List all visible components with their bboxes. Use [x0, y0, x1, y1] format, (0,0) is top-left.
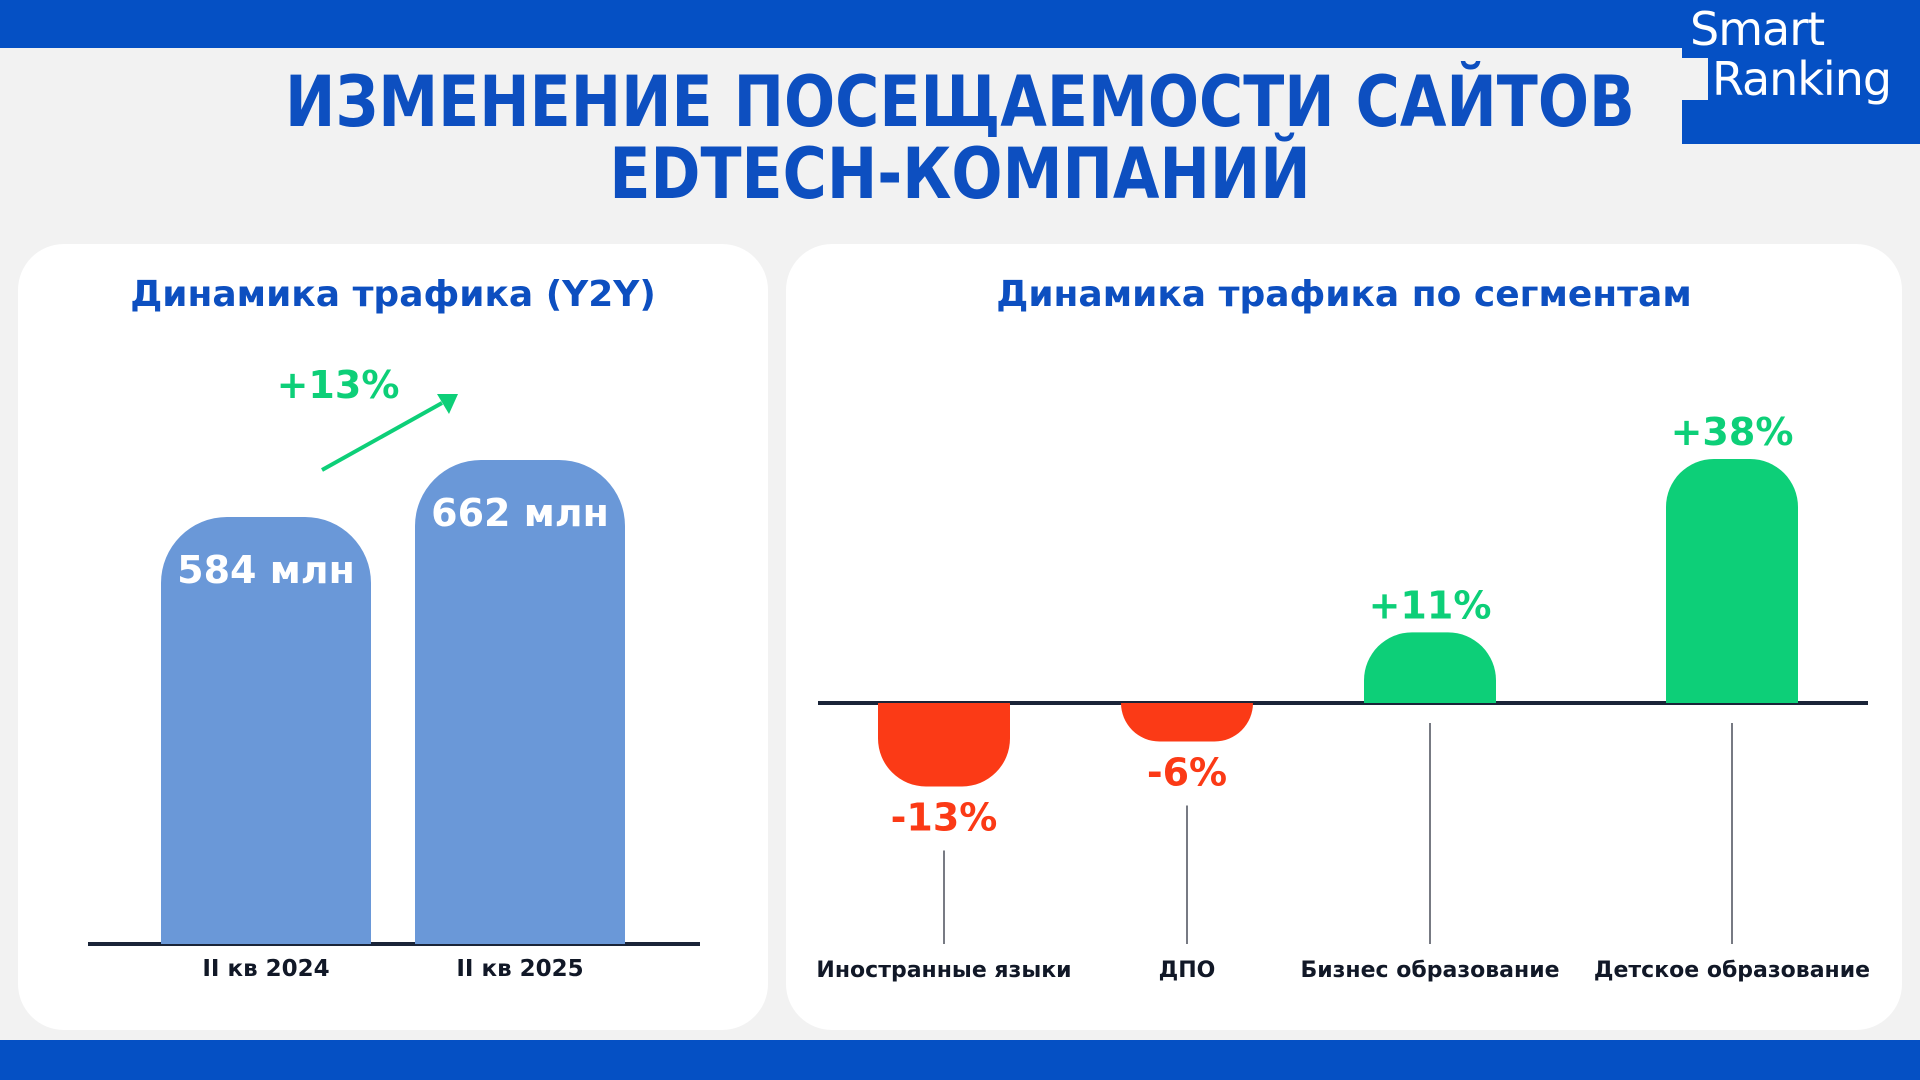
bar-бизнес-образование	[1364, 632, 1496, 703]
yoy-traffic-chart: 584 млн II кв 2024 662 млн II кв 2025 +13%	[88, 363, 700, 982]
bar-value-label: +38%	[1671, 410, 1794, 454]
x-tick-label: Бизнес образование	[1300, 958, 1559, 983]
x-tick-label: II кв 2025	[456, 956, 583, 982]
bottom-band	[0, 1040, 1920, 1080]
x-tick-label: Детское образование	[1594, 958, 1870, 983]
x-tick-label: II кв 2024	[202, 956, 329, 982]
bar-ii-кв-2025	[415, 460, 625, 944]
bar-value-label: -13%	[891, 795, 998, 839]
title-line-2: EDTECH-КОМПАНИЙ	[609, 133, 1311, 215]
page-title: ИЗМЕНЕНИЕ ПОСЕЩАЕМОСТИ САЙТОВ EDTECH-КОМ…	[272, 66, 1648, 210]
x-tick-label: ДПО	[1159, 958, 1216, 983]
x-tick-label: Иностранные языки	[816, 958, 1071, 983]
bar-ii-кв-2024	[161, 517, 371, 944]
yoy-traffic-card: Динамика трафика (Y2Y) 584 млн II кв 2024…	[18, 244, 768, 1030]
growth-arrowhead-icon	[437, 394, 458, 414]
bar-иностранные-языки	[878, 703, 1010, 787]
growth-label: +13%	[277, 363, 400, 407]
growth-arrow-icon	[321, 401, 443, 472]
bar-value-label: 584 млн	[177, 548, 355, 592]
yoy-chart-title: Динамика трафика (Y2Y)	[130, 274, 656, 315]
bar-value-label: -6%	[1147, 751, 1227, 795]
logo-line-1: Smart	[1690, 2, 1825, 56]
segments-chart-title: Динамика трафика по сегментам	[996, 274, 1692, 315]
bar-value-label: 662 млн	[431, 491, 609, 535]
logo-notch	[1682, 58, 1708, 100]
segments-traffic-card: Динамика трафика по сегментам -13% Иностр…	[786, 244, 1902, 1030]
bar-дпо	[1121, 703, 1253, 742]
title-line-1: ИЗМЕНЕНИЕ ПОСЕЩАЕМОСТИ САЙТОВ	[285, 61, 1635, 143]
bar-value-label: +11%	[1369, 583, 1492, 627]
top-band	[0, 0, 1920, 48]
bar-детское-образование	[1666, 459, 1798, 703]
smart-ranking-logo: Smart Ranking	[1682, 0, 1920, 144]
logo-line-2: Ranking	[1712, 52, 1892, 106]
segments-traffic-chart: -13% Иностранные языки -6% ДПО +11% Бизнес об…	[816, 410, 1870, 983]
